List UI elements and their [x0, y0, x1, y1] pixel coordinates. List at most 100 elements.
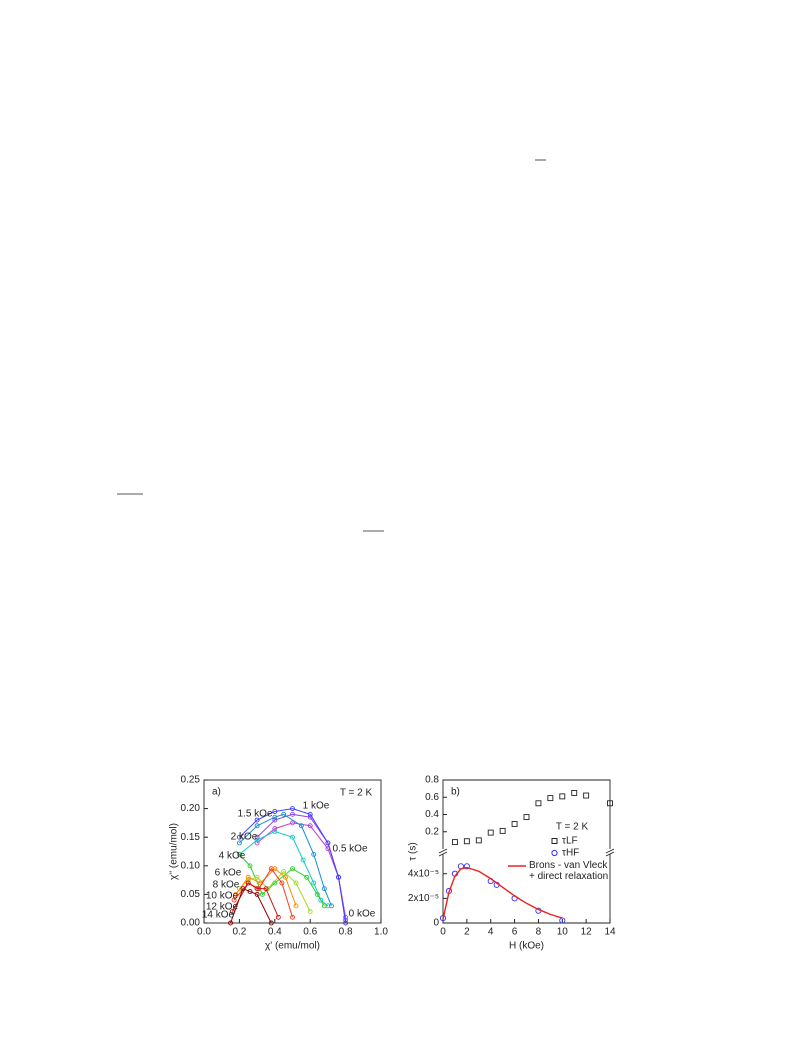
data-point	[451, 839, 458, 846]
curve-label: 0 kOe	[349, 909, 376, 920]
data-point	[325, 903, 331, 909]
data-point	[272, 829, 278, 834]
data-point	[511, 821, 518, 827]
data-point	[247, 889, 253, 894]
data-point	[254, 834, 260, 840]
y-tick-label: 0.8	[425, 775, 439, 786]
series-line	[235, 867, 297, 907]
data-point	[254, 823, 260, 829]
series-line	[239, 830, 329, 907]
x-tick-label: 0	[440, 927, 446, 938]
x-tick-label: 0.8	[339, 927, 353, 938]
data-point	[236, 886, 242, 892]
data-point	[499, 827, 506, 834]
data-point	[281, 811, 287, 817]
data-point	[247, 863, 253, 869]
data-point	[254, 886, 260, 892]
data-point	[343, 920, 349, 926]
data-point	[325, 840, 331, 846]
x-tick-label: 6	[512, 927, 518, 938]
series-line	[239, 808, 347, 924]
y-tick-label: 0.6	[425, 792, 439, 803]
data-point	[254, 874, 260, 880]
data-point	[336, 874, 341, 880]
y-axis-title: χ'' (emu/mol)	[169, 823, 180, 880]
data-point	[535, 800, 542, 807]
curve-label: 1 kOe	[303, 801, 330, 812]
data-point	[311, 851, 317, 857]
legend-marker	[551, 838, 558, 844]
series-line	[233, 867, 293, 918]
y-tick-label: 4x10⁻⁵	[408, 868, 439, 879]
x-tick-label: 0.0	[197, 927, 211, 938]
data-point	[254, 837, 260, 843]
x-tick-label: 0.4	[268, 927, 282, 938]
data-point	[228, 920, 234, 926]
data-point	[245, 880, 251, 886]
data-point	[272, 866, 278, 872]
data-point	[307, 909, 313, 915]
x-tick-label: 0.2	[232, 927, 246, 938]
data-point	[307, 823, 313, 829]
legend-label: τLF	[562, 836, 578, 847]
data-point	[300, 857, 306, 863]
data-point	[254, 891, 260, 897]
data-point	[571, 789, 578, 796]
y-tick-label: 0.00	[181, 918, 201, 929]
x-axis-title: H (kOe)	[509, 941, 544, 952]
series-line	[442, 866, 563, 920]
data-point	[254, 840, 260, 846]
data-point	[328, 903, 334, 909]
y-tick-label: 2x10⁻⁵	[408, 893, 439, 904]
data-point	[275, 914, 281, 920]
data-point	[321, 886, 327, 892]
data-point	[290, 806, 295, 812]
data-point	[290, 866, 295, 872]
data-point	[281, 869, 287, 874]
curve-label: 0.5 kOe	[332, 844, 367, 855]
data-point	[293, 880, 299, 886]
data-point	[231, 897, 237, 903]
annotation: T = 2 K	[340, 788, 373, 799]
y-tick-label: 0.25	[181, 775, 201, 786]
series-line	[239, 813, 332, 907]
data-point	[307, 811, 313, 817]
data-point	[263, 886, 269, 892]
data-point	[236, 840, 242, 846]
y-tick-label: 0.15	[181, 832, 201, 843]
data-point	[607, 800, 613, 807]
x-tick-label: 0.6	[303, 927, 317, 938]
annotation: T = 2 K	[556, 822, 589, 833]
data-point	[463, 863, 470, 870]
legend-label: τHF	[562, 848, 579, 859]
data-point	[282, 874, 288, 880]
data-point	[240, 886, 246, 892]
data-point	[272, 826, 278, 832]
y-axis-title: τ (s)	[408, 842, 419, 860]
legend-label: Brons - van Vleck + direct relaxation	[529, 860, 609, 882]
data-point	[272, 817, 278, 823]
y-tick-label: 0.4	[425, 809, 439, 820]
data-point	[290, 811, 295, 817]
x-tick-label: 4	[488, 927, 494, 938]
data-point	[321, 903, 327, 909]
data-point	[311, 880, 317, 886]
curve-label: 14 kOe	[202, 910, 235, 921]
x-tick-label: 14	[604, 927, 616, 938]
data-point	[254, 817, 260, 823]
y-tick-label: 0.05	[181, 889, 201, 900]
data-point	[259, 891, 265, 897]
y-tick-label: 0.20	[181, 803, 201, 814]
data-point	[268, 920, 274, 926]
data-point	[245, 874, 251, 880]
x-axis-title: χ' (emu/mol)	[265, 941, 320, 952]
curve-label: 8 kOe	[213, 880, 240, 891]
panel-label: a)	[212, 787, 221, 798]
curve-label: 10 kOe	[206, 891, 239, 902]
data-point	[268, 866, 274, 872]
data-point	[304, 874, 310, 880]
legend-text: Brons - van Vleck + direct relaxation	[529, 860, 609, 882]
data-point	[233, 891, 239, 897]
x-tick-label: 12	[581, 927, 593, 938]
